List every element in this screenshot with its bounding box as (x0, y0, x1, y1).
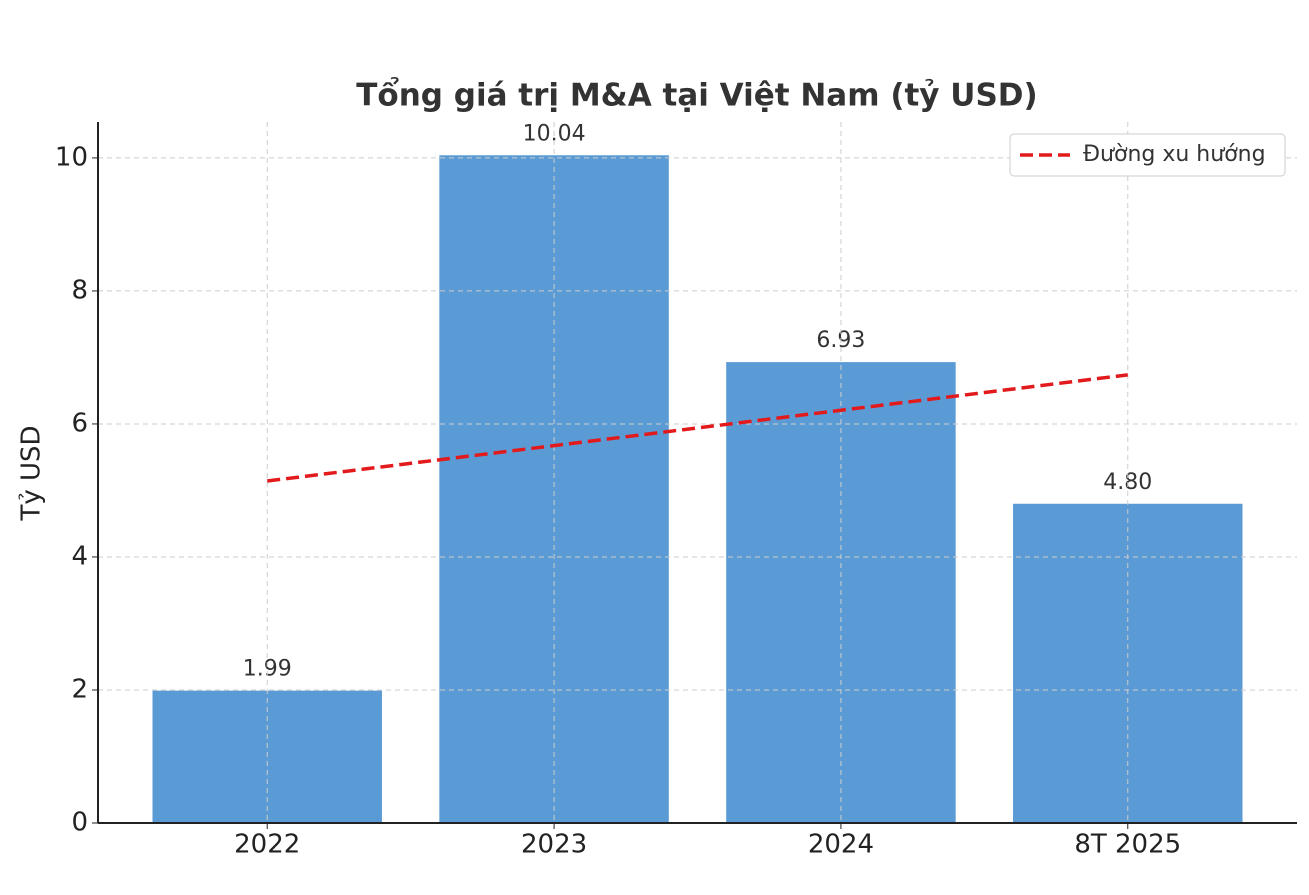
bar (439, 155, 669, 823)
y-tick-label: 8 (71, 275, 88, 305)
legend-box (1009, 133, 1286, 177)
y-tick-label: 10 (55, 142, 88, 172)
legend-label: Đường xu hướng (1083, 142, 1266, 167)
value-label: 1.99 (243, 657, 292, 682)
y-tick-label: 6 (71, 408, 88, 438)
x-tick-label: 2022 (234, 830, 300, 860)
trend-line (267, 373, 1128, 483)
y-tick-label: 4 (71, 541, 88, 571)
y-axis-label: Tỷ USD (17, 425, 47, 521)
x-tick-label: 2024 (808, 830, 874, 860)
chart-title: Tổng giá trị M&A tại Việt Nam (tỷ USD) (356, 78, 1037, 114)
y-tick-label: 0 (71, 808, 88, 838)
x-tick-label: 8T 2025 (1074, 830, 1181, 860)
x-tick-label: 2023 (521, 830, 587, 860)
y-tick-label: 2 (71, 674, 88, 704)
